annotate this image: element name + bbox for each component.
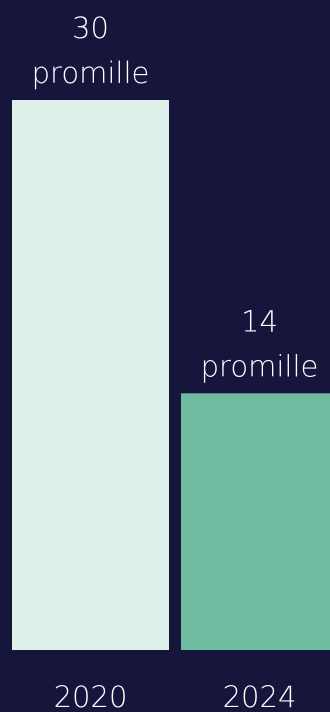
value-label-number-2024: 14 — [241, 304, 278, 338]
category-label-2024: 2024 — [223, 680, 297, 712]
value-label-unit-2020: promille — [32, 56, 150, 90]
value-label-unit-2024: promille — [201, 349, 319, 383]
bar-2020 — [12, 100, 169, 650]
category-label-2020: 2020 — [54, 680, 128, 712]
value-label-number-2020: 30 — [72, 11, 109, 45]
bar-2024 — [181, 393, 330, 650]
